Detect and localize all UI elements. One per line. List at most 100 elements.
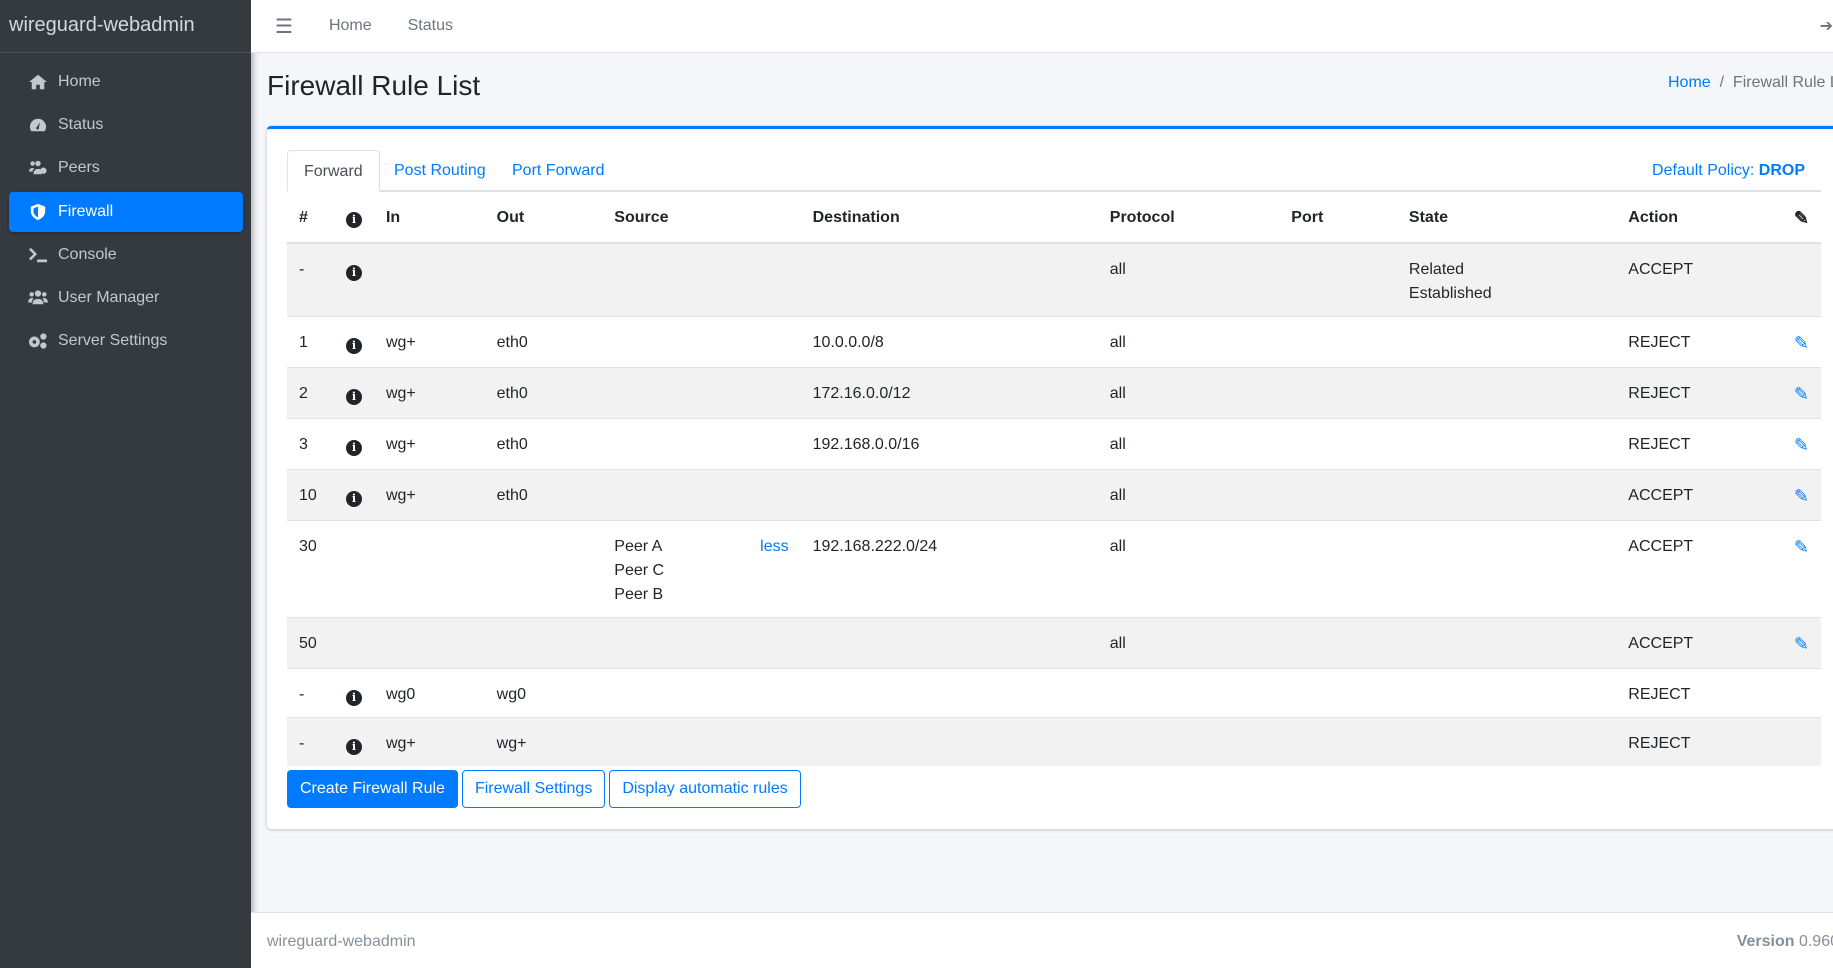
port [1279,469,1397,521]
tab-port-forward[interactable]: Port Forward [512,162,605,179]
rule-number: - [287,668,334,718]
port [1279,617,1397,669]
in-interface: wg+ [373,418,485,470]
out-interface [484,520,603,618]
breadcrumb: Home / Firewall Rule List [1668,74,1833,92]
nav-link-status[interactable]: Status [407,17,453,34]
state-cell [1396,668,1617,718]
sidebar-item-server-settings[interactable]: Server Settings [9,321,243,361]
sidebar-item-console[interactable]: Console [9,235,243,275]
brand-title[interactable]: wireguard-webadmin [0,0,251,53]
sidebar-item-label: Peers [58,159,100,176]
tab-post-routing[interactable]: Post Routing [394,162,486,179]
edit-cell [1781,668,1821,718]
protocol: all [1097,617,1280,669]
out-interface: wg+ [484,717,603,766]
info-icon[interactable]: i [345,338,362,354]
out-interface: eth0 [484,418,603,470]
edit-icon[interactable]: ✎ [1793,486,1809,506]
column-header: Out [484,194,603,244]
info-icon[interactable]: i [345,690,362,706]
logout-icon[interactable]: ➔ [1819,18,1833,35]
source-cell [602,668,801,718]
table-row: 10 i wg+ eth0 all ACCEPT ✎ [287,469,1821,521]
breadcrumb-home[interactable]: Home [1668,74,1711,91]
info-icon[interactable]: i [345,389,362,405]
source-cell [602,717,801,766]
info-icon[interactable]: i [345,440,362,456]
table-row: 2 i wg+ eth0 172.16.0.0/12 all REJECT ✎ [287,367,1821,419]
destination [800,717,1098,766]
in-interface: wg0 [373,668,485,718]
edit-cell: ✎ [1781,418,1821,470]
port [1279,717,1397,766]
sidebar-item-label: Home [58,73,101,90]
info-cell: i [333,242,374,317]
info-icon[interactable]: i [345,739,362,755]
policy-label: Default Policy: [1652,162,1755,179]
info-icon[interactable]: i [345,265,362,281]
hamburger-menu-icon[interactable]: ☰ [275,15,293,38]
tab-forward[interactable]: Forward [287,150,380,192]
action: ACCEPT [1616,469,1782,521]
source-cell [602,418,801,470]
table-row: 50 all ACCEPT ✎ [287,617,1821,669]
edit-icon[interactable]: ✎ [1793,384,1809,404]
edit-icon[interactable]: ✎ [1793,634,1809,654]
nav-link-home[interactable]: Home [328,17,372,34]
less-link[interactable]: less [760,538,789,555]
destination: 192.168.0.0/16 [800,418,1098,470]
in-interface [373,242,485,317]
state-cell [1396,367,1617,419]
port [1279,316,1397,368]
info-icon[interactable]: i [345,491,362,507]
action: REJECT [1616,367,1782,419]
rule-number: 30 [287,520,334,618]
sidebar-item-status[interactable]: Status [9,105,243,145]
in-interface: wg+ [373,367,485,419]
source-cell [602,367,801,419]
state-value: Related [1408,261,1465,278]
action: REJECT [1616,668,1782,718]
out-interface: eth0 [484,316,603,368]
edit-icon[interactable]: ✎ [1793,333,1809,353]
column-header: Source [602,194,801,244]
column-header: Destination [800,194,1098,244]
display-automatic-rules-button[interactable]: Display automatic rules [609,770,801,808]
users-cog-icon [29,160,47,175]
create-firewall-rule-button[interactable]: Create Firewall Rule [287,770,458,808]
state-cell [1396,617,1617,669]
cogs-icon [29,333,47,349]
info-cell: i [333,668,374,718]
footer-version: Version 0.960 [1737,933,1833,951]
edit-icon[interactable]: ✎ [1793,537,1809,557]
edit-icon[interactable]: ✎ [1793,435,1809,455]
tachometer-icon [29,118,47,132]
sidebar-item-firewall[interactable]: Firewall [9,192,243,232]
sidebar-item-peers[interactable]: Peers [9,148,243,188]
edit-cell: ✎ [1781,469,1821,521]
out-interface [484,242,603,317]
column-header: # [287,194,334,244]
source-cell [602,617,801,669]
sidebar-item-label: User Manager [58,289,160,306]
sidebar-item-home[interactable]: Home [9,62,243,102]
info-cell [333,520,374,618]
action: ACCEPT [1616,520,1782,618]
info-icon: i [345,212,362,228]
sidebar-item-user-manager[interactable]: User Manager [9,278,243,318]
default-policy[interactable]: Default Policy: DROP [1652,150,1805,192]
source-peer: Peer A [614,538,663,555]
info-cell [333,617,374,669]
info-cell: i [333,316,374,368]
rule-number: 2 [287,367,334,419]
footer-brand: wireguard-webadmin [267,933,416,950]
column-header: In [373,194,485,244]
protocol: all [1097,469,1280,521]
edit-header: ✎ [1781,194,1821,244]
destination [800,617,1098,669]
state-cell [1396,418,1617,470]
terminal-icon [29,247,47,263]
firewall-settings-button[interactable]: Firewall Settings [461,770,606,808]
out-interface [484,617,603,669]
